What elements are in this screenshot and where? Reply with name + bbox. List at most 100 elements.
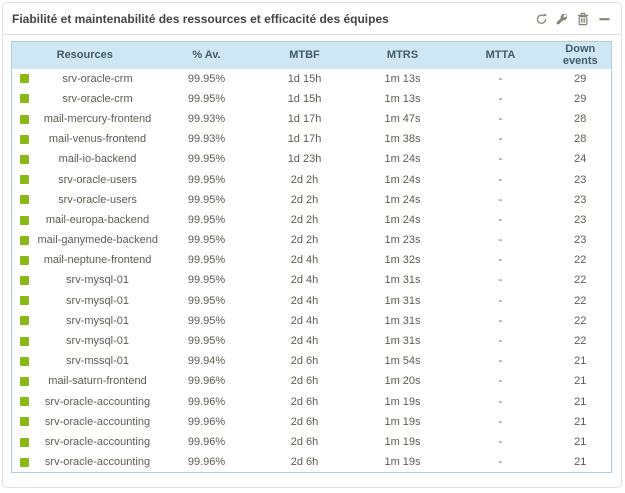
down-events-value: 22	[574, 314, 587, 327]
availability-value: 99.95%	[187, 193, 226, 206]
column-header-down-events[interactable]: Down events	[549, 41, 612, 69]
down-events-value: 21	[574, 395, 587, 408]
status-cell	[12, 452, 38, 472]
mtrs-value: 1m 31s	[384, 335, 421, 348]
column-header-mtbf[interactable]: MTBF	[255, 41, 354, 69]
resource-name[interactable]: srv-mysql-01	[66, 335, 129, 348]
delete-button[interactable]	[576, 12, 590, 26]
resource-name[interactable]: srv-mysql-01	[66, 294, 129, 307]
mtrs-value: 1m 24s	[384, 213, 421, 226]
mtrs-value: 1m 19s	[384, 435, 421, 448]
resource-name[interactable]: srv-oracle-users	[58, 193, 137, 206]
resource-name[interactable]: mail-ganymede-backend	[37, 234, 158, 247]
mtrs-value: 1m 24s	[384, 173, 421, 186]
refresh-button[interactable]	[534, 12, 548, 26]
resource-name[interactable]: srv-oracle-accounting	[44, 395, 151, 408]
trash-icon	[576, 12, 590, 26]
mtrs-value: 1m 23s	[384, 234, 421, 247]
availability-value: 99.95%	[187, 314, 226, 327]
resource-name[interactable]: srv-mysql-01	[66, 274, 129, 287]
mtrs-value: 1m 38s	[384, 133, 421, 146]
resource-name[interactable]: mail-saturn-frontend	[48, 375, 147, 388]
mtrs-value: 1m 47s	[384, 112, 421, 125]
status-ok-icon	[20, 134, 30, 144]
status-ok-icon	[20, 356, 30, 366]
down-events-value: 21	[574, 435, 587, 448]
status-ok-icon	[20, 296, 30, 306]
availability-value: 99.95%	[187, 274, 226, 287]
table-row: srv-oracle-crm 99.95% 1d 15h 1m 13s - 29	[12, 69, 612, 89]
down-events-value: 29	[574, 72, 587, 85]
down-events-value: 21	[574, 455, 587, 468]
status-ok-icon	[20, 457, 30, 467]
status-ok-icon	[20, 417, 30, 427]
mtta-value: -	[498, 415, 503, 428]
column-header-resources[interactable]: Resources	[11, 41, 158, 69]
table-row: mail-saturn-frontend 99.96% 2d 6h 1m 20s…	[12, 371, 612, 391]
down-events-value: 21	[574, 375, 587, 388]
availability-value: 99.95%	[187, 173, 226, 186]
column-header-availability[interactable]: % Av.	[157, 41, 256, 69]
down-events-value: 24	[574, 153, 587, 166]
table-row: srv-mysql-01 99.95% 2d 4h 1m 31s - 22	[12, 311, 612, 331]
resource-name[interactable]: srv-oracle-accounting	[44, 455, 151, 468]
mtrs-value: 1m 13s	[384, 72, 421, 85]
mtrs-value: 1m 24s	[384, 153, 421, 166]
widget-actions	[534, 12, 611, 26]
availability-value: 99.95%	[187, 294, 226, 307]
resource-name[interactable]: mail-neptune-frontend	[43, 254, 152, 267]
down-events-value: 23	[574, 213, 587, 226]
column-header-mtta[interactable]: MTTA	[451, 41, 550, 69]
status-ok-icon	[20, 377, 30, 386]
table-row: srv-oracle-accounting 99.96% 2d 6h 1m 19…	[12, 412, 612, 432]
column-header-mtrs[interactable]: MTRS	[353, 41, 452, 69]
resource-name[interactable]: srv-oracle-crm	[62, 72, 133, 85]
mtta-value: -	[498, 193, 503, 206]
resource-name[interactable]: mail-io-backend	[58, 153, 137, 166]
resources-table: Resources % Av. MTBF MTRS MTTA Down even…	[11, 41, 613, 473]
resource-name[interactable]: mail-mercury-frontend	[43, 112, 152, 125]
mtrs-value: 1m 24s	[384, 193, 421, 206]
status-cell	[12, 270, 38, 290]
table-row: srv-mysql-01 99.95% 2d 4h 1m 31s - 22	[12, 291, 612, 311]
resource-name[interactable]: srv-oracle-users	[58, 173, 137, 186]
status-ok-icon	[20, 316, 30, 326]
mtta-value: -	[498, 395, 503, 408]
availability-value: 99.96%	[187, 455, 226, 468]
table-row: mail-venus-frontend 99.93% 1d 17h 1m 38s…	[12, 129, 612, 149]
resource-name[interactable]: srv-oracle-accounting	[44, 435, 151, 448]
mtbf-value: 1d 15h	[287, 92, 322, 105]
table-row: srv-oracle-users 99.95% 2d 2h 1m 24s - 2…	[12, 169, 612, 189]
mtbf-value: 2d 6h	[290, 375, 319, 388]
mtbf-value: 2d 4h	[290, 274, 319, 287]
status-ok-icon	[20, 114, 30, 124]
mtta-value: -	[498, 112, 503, 125]
resource-name[interactable]: srv-mssql-01	[66, 355, 129, 368]
table-header-row: Resources % Av. MTBF MTRS MTTA Down even…	[11, 41, 612, 69]
mtrs-value: 1m 20s	[384, 375, 421, 388]
mtbf-value: 2d 4h	[290, 254, 319, 267]
down-events-value: 28	[574, 112, 587, 125]
table-row: srv-oracle-accounting 99.96% 2d 6h 1m 19…	[12, 392, 612, 412]
down-events-value: 22	[574, 274, 587, 287]
resource-name[interactable]: srv-oracle-crm	[62, 92, 133, 105]
status-cell	[12, 412, 38, 432]
resource-name[interactable]: mail-europa-backend	[45, 213, 150, 226]
down-events-value: 23	[574, 234, 587, 247]
down-events-value: 22	[574, 294, 587, 307]
status-cell	[12, 89, 38, 109]
status-ok-icon	[20, 235, 30, 245]
resource-name[interactable]: srv-oracle-accounting	[44, 415, 151, 428]
table-body: srv-oracle-crm 99.95% 1d 15h 1m 13s - 29…	[12, 69, 612, 473]
status-cell	[12, 149, 38, 169]
status-ok-icon	[20, 276, 30, 286]
resource-name[interactable]: srv-mysql-01	[66, 314, 129, 327]
table-row: srv-oracle-accounting 99.96% 2d 6h 1m 19…	[12, 432, 612, 452]
down-events-value: 23	[574, 193, 587, 206]
configure-button[interactable]	[555, 12, 569, 26]
collapse-button[interactable]	[597, 12, 611, 26]
availability-value: 99.93%	[187, 133, 226, 146]
mtbf-value: 2d 2h	[290, 173, 319, 186]
status-ok-icon	[20, 255, 30, 265]
resource-name[interactable]: mail-venus-frontend	[48, 133, 147, 146]
